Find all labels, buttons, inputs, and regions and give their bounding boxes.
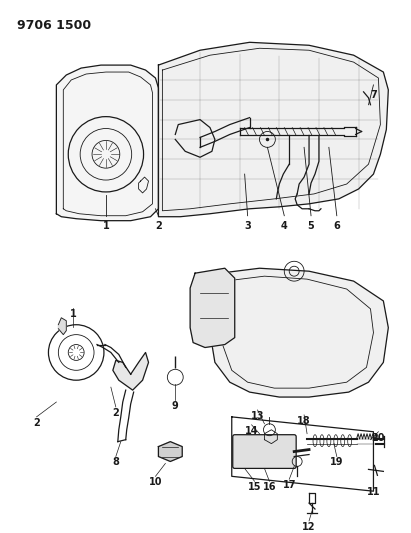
Text: 2: 2: [33, 418, 40, 428]
Text: 5: 5: [308, 221, 314, 231]
Text: 20: 20: [372, 433, 385, 443]
Text: 16: 16: [263, 482, 276, 492]
Text: 18: 18: [297, 416, 311, 426]
Text: 1: 1: [102, 221, 109, 231]
Text: 7: 7: [370, 90, 377, 100]
Text: 11: 11: [367, 487, 380, 497]
Text: 2: 2: [113, 408, 119, 418]
Text: 4: 4: [281, 221, 288, 231]
Text: 14: 14: [245, 426, 259, 436]
Polygon shape: [56, 65, 158, 221]
Text: 8: 8: [112, 457, 119, 467]
Text: 6: 6: [333, 221, 340, 231]
Text: 9706 1500: 9706 1500: [17, 19, 91, 31]
Polygon shape: [190, 268, 235, 348]
Text: 2: 2: [155, 221, 162, 231]
FancyBboxPatch shape: [233, 435, 296, 469]
Text: 19: 19: [330, 457, 344, 467]
Text: 15: 15: [248, 482, 261, 492]
Polygon shape: [58, 318, 66, 335]
Polygon shape: [210, 268, 388, 397]
Text: 12: 12: [302, 522, 316, 532]
Text: 3: 3: [244, 221, 251, 231]
Polygon shape: [113, 352, 148, 390]
Text: 13: 13: [251, 411, 264, 421]
Text: 1: 1: [70, 309, 76, 319]
Polygon shape: [158, 442, 182, 462]
Text: 10: 10: [149, 477, 162, 487]
Polygon shape: [158, 42, 388, 217]
Text: 9: 9: [172, 401, 179, 411]
Text: 17: 17: [282, 480, 296, 490]
